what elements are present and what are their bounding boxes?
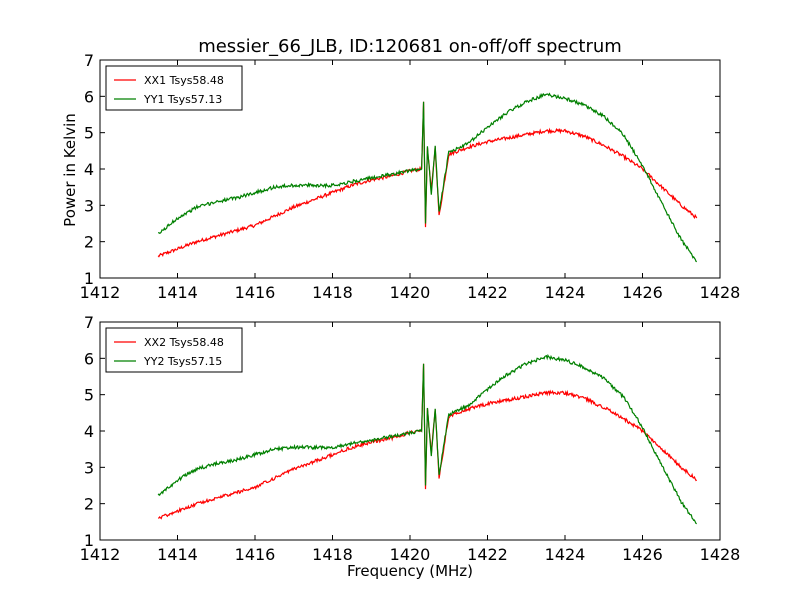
x-tick-label: 1420 (390, 283, 431, 302)
series-line-yy2 (157, 353, 697, 525)
x-axis-label: Frequency (MHz) (347, 562, 473, 580)
plot-panel-2: 1412 1414 1416 1418 1420 1422 1424 1426 1428 1 2 3 4… (80, 313, 741, 564)
y-tick-label: 7 (84, 313, 94, 332)
y-tick-label: 2 (84, 233, 94, 252)
x-tick-label: 1412 (80, 545, 121, 564)
legend-label: YY1 Tsys57.13 (143, 93, 222, 106)
x-tick-label: 1416 (235, 545, 276, 564)
x-tick-label: 1420 (390, 545, 431, 564)
y-tick-label: 1 (84, 531, 94, 550)
y-tick-label: 4 (84, 422, 94, 441)
x-tick-label: 1414 (157, 545, 198, 564)
x-tick-label: 1422 (467, 545, 508, 564)
x-tick-label: 1424 (545, 545, 586, 564)
y-tick-label: 7 (84, 51, 94, 70)
y-tick-label: 4 (84, 160, 94, 179)
series-line-yy1 (157, 92, 698, 263)
y-tick-label: 5 (84, 386, 94, 405)
y-tick-label: 6 (84, 349, 94, 368)
y-tick-label: 3 (84, 196, 94, 215)
x-tick-label: 1428 (700, 545, 741, 564)
plot-panel-1: 1412 1414 1416 1418 1420 1422 1424 1426 1428 1 2 3 4… (80, 51, 741, 302)
x-tick-label: 1418 (312, 283, 353, 302)
y-tick-label: 3 (84, 458, 94, 477)
chart-title: messier_66_JLB, ID:120681 on-off/off spe… (198, 36, 622, 57)
y-tick-label: 1 (84, 269, 94, 288)
legend: XX2 Tsys58.48 YY2 Tsys57.15 (105, 327, 243, 373)
legend-label: YY2 Tsys57.15 (143, 355, 222, 368)
legend-label: XX2 Tsys58.48 (144, 336, 224, 349)
x-tick-label: 1422 (467, 283, 508, 302)
x-tick-label: 1426 (622, 283, 663, 302)
legend-box (105, 327, 243, 373)
legend-box (105, 65, 243, 111)
x-tick-label: 1414 (157, 283, 198, 302)
legend-label: XX1 Tsys58.48 (144, 74, 224, 87)
legend: XX1 Tsys58.48 YY1 Tsys57.13 (105, 65, 243, 111)
y-axis-label: Power in Kelvin (61, 113, 79, 227)
x-tick-label: 1418 (312, 545, 353, 564)
y-tick-label: 6 (84, 87, 94, 106)
y-tick-label: 2 (84, 495, 94, 514)
x-tick-label: 1428 (700, 283, 741, 302)
x-tick-label: 1426 (622, 545, 663, 564)
x-tick-label: 1424 (545, 283, 586, 302)
y-tick-label: 5 (84, 124, 94, 143)
x-tick-label: 1412 (80, 283, 121, 302)
x-tick-label: 1416 (235, 283, 276, 302)
